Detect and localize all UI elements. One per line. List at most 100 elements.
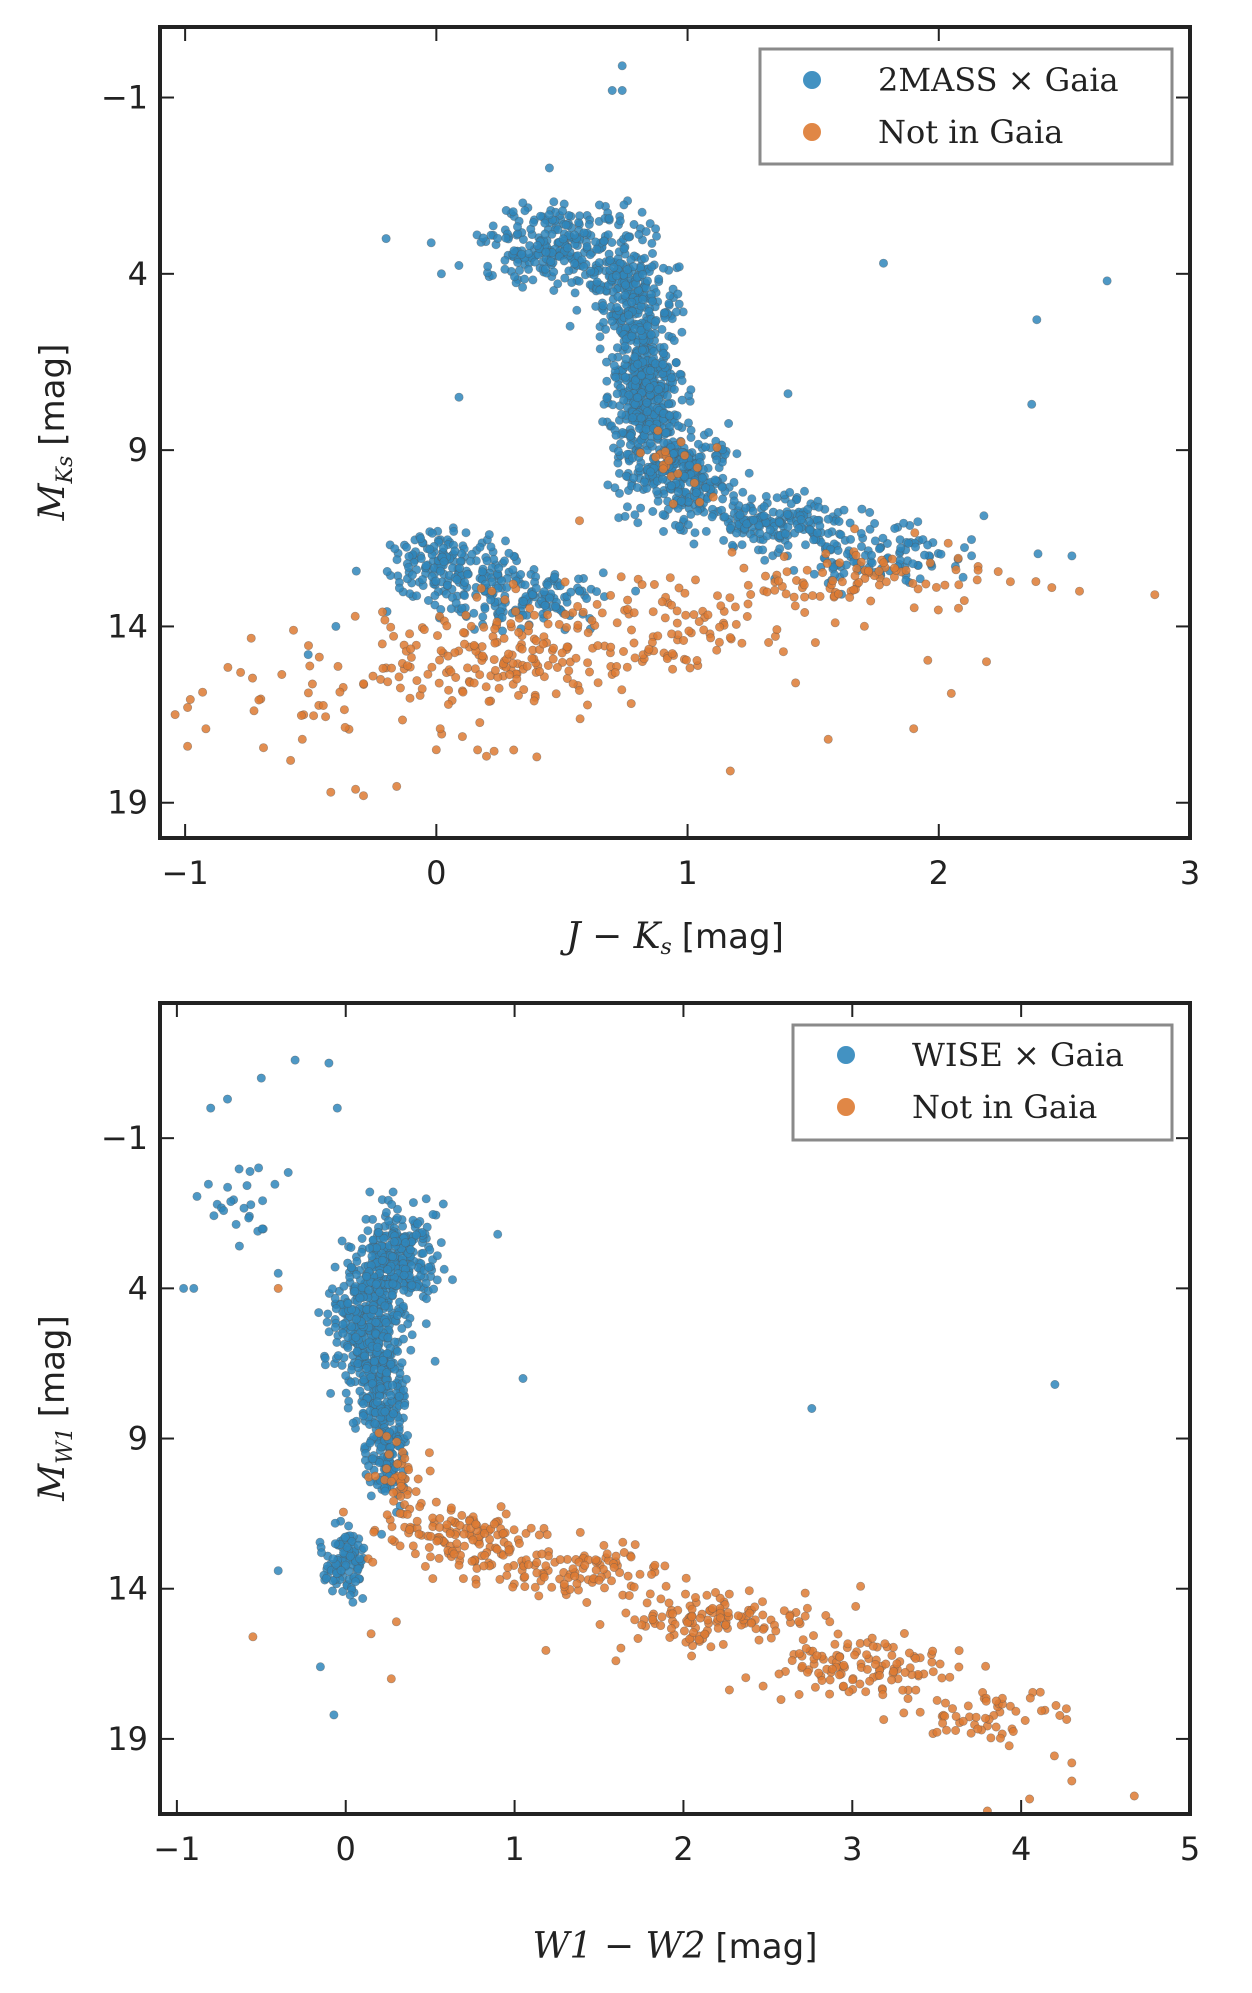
point-not-in-gaia	[606, 590, 616, 600]
point-not-in-gaia	[927, 1657, 937, 1667]
point-not-in-gaia	[666, 1624, 676, 1634]
point-2mass-gaia	[625, 440, 635, 450]
point-2mass-gaia	[677, 395, 687, 405]
point-2mass-gaia	[865, 507, 875, 517]
point-2mass-gaia	[878, 533, 888, 543]
point-not-in-gaia	[672, 618, 682, 628]
point-2mass-gaia	[614, 488, 624, 498]
point-not-in-gaia	[594, 1575, 604, 1585]
x-tick-label: 0	[426, 854, 446, 892]
point-not-in-gaia	[656, 1594, 666, 1604]
point-2mass-gaia	[549, 197, 559, 207]
point-not-in-gaia	[386, 622, 396, 632]
point-2mass-gaia	[658, 359, 668, 369]
point-2mass-gaia	[683, 418, 693, 428]
point-2mass-gaia	[867, 550, 877, 560]
point-2mass-gaia	[508, 565, 518, 575]
point-2mass-gaia	[1027, 399, 1037, 409]
point-not-in-gaia	[602, 1549, 612, 1559]
point-not-in-gaia	[425, 1466, 435, 1476]
point-not-in-gaia	[899, 1708, 909, 1718]
point-wise-gaia	[245, 1167, 255, 1177]
point-2mass-gaia	[575, 211, 585, 221]
point-wise-gaia	[432, 1275, 442, 1285]
point-2mass-gaia	[594, 258, 604, 268]
point-2mass-gaia	[629, 220, 639, 230]
point-2mass-gaia	[617, 61, 627, 71]
point-not-in-gaia	[887, 554, 897, 564]
point-2mass-gaia	[460, 577, 470, 587]
y-tick-label: 9	[128, 431, 148, 469]
point-wise-gaia	[359, 1543, 369, 1553]
point-2mass-gaia	[541, 247, 551, 257]
point-not-in-gaia	[928, 1646, 938, 1656]
point-not-in-gaia	[592, 599, 602, 609]
point-wise-gaia	[336, 1566, 346, 1576]
point-not-in-gaia	[434, 1553, 444, 1563]
point-wise-gaia	[364, 1243, 374, 1253]
point-2mass-gaia	[452, 575, 462, 585]
point-wise-gaia	[355, 1386, 365, 1396]
point-2mass-gaia	[480, 604, 490, 614]
point-2mass-gaia	[644, 306, 654, 316]
point-2mass-gaia	[731, 528, 741, 538]
point-2mass-gaia	[613, 446, 623, 456]
point-2mass-gaia	[857, 504, 867, 514]
point-wise-gaia	[330, 1322, 340, 1332]
point-wise-gaia	[328, 1554, 338, 1564]
point-2mass-gaia	[685, 460, 695, 470]
point-2mass-gaia	[691, 488, 701, 498]
point-2mass-gaia	[671, 307, 681, 317]
point-not-in-gaia	[410, 1549, 420, 1559]
point-wise-gaia	[421, 1294, 431, 1304]
point-wise-gaia	[392, 1310, 402, 1320]
point-not-in-gaia	[630, 1540, 640, 1550]
point-wise-gaia	[392, 1213, 402, 1223]
point-2mass-gaia	[451, 598, 461, 608]
point-not-in-gaia	[915, 1707, 925, 1717]
point-not-in-gaia	[963, 1701, 973, 1711]
point-not-in-gaia	[774, 576, 784, 586]
y-tick-label: −1	[101, 1119, 148, 1157]
legend: 2MASS × Gaia Not in Gaia	[758, 47, 1174, 166]
point-2mass-gaia	[642, 276, 652, 286]
point-not-in-gaia	[496, 1502, 506, 1512]
point-2mass-gaia	[783, 509, 793, 519]
point-2mass-gaia	[645, 438, 655, 448]
point-wise-gaia	[206, 1103, 216, 1113]
point-2mass-gaia	[407, 570, 417, 580]
point-not-in-gaia	[862, 1650, 872, 1660]
point-2mass-gaia	[686, 432, 696, 442]
point-not-in-gaia	[498, 1529, 508, 1539]
point-2mass-gaia	[462, 569, 472, 579]
point-wise-gaia	[350, 1577, 360, 1587]
point-2mass-gaia	[450, 546, 460, 556]
legend-label-2mass-gaia: 2MASS × Gaia	[878, 61, 1119, 99]
point-not-in-gaia	[405, 629, 415, 639]
point-wise-gaia	[219, 1206, 229, 1216]
point-wise-gaia	[244, 1213, 254, 1223]
point-not-in-gaia	[706, 633, 716, 643]
point-not-in-gaia	[938, 1718, 948, 1728]
point-not-in-gaia	[821, 549, 831, 559]
point-not-in-gaia	[370, 1471, 380, 1481]
point-not-in-gaia	[981, 1661, 991, 1671]
point-not-in-gaia	[492, 1544, 502, 1554]
point-not-in-gaia	[991, 1696, 1001, 1706]
point-not-in-gaia	[630, 653, 640, 663]
point-wise-gaia	[382, 1368, 392, 1378]
point-2mass-gaia	[867, 558, 877, 568]
point-2mass-gaia	[748, 515, 758, 525]
point-not-in-gaia	[609, 1563, 619, 1573]
point-2mass-gaia	[673, 289, 683, 299]
point-not-in-gaia	[466, 621, 476, 631]
point-not-in-gaia	[503, 649, 513, 659]
point-2mass-gaia	[664, 299, 674, 309]
point-not-in-gaia	[680, 450, 690, 460]
y-axis-label: MW1 [mag]	[32, 1315, 78, 1502]
point-2mass-gaia	[658, 526, 668, 536]
point-2mass-gaia	[669, 336, 679, 346]
point-not-in-gaia	[326, 787, 336, 797]
point-2mass-gaia	[744, 468, 754, 478]
point-not-in-gaia	[899, 1629, 909, 1639]
